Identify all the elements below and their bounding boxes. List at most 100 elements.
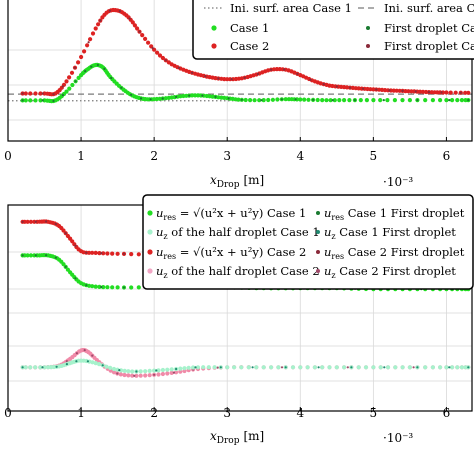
data-point xyxy=(254,365,259,370)
data-point xyxy=(246,365,251,370)
data-point xyxy=(448,90,453,95)
first-droplet-point xyxy=(270,68,273,71)
data-point xyxy=(320,98,325,103)
x-tick-label: 5 xyxy=(370,149,378,163)
legend-label: ures Case 2 First droplet xyxy=(324,245,465,261)
data-point xyxy=(110,285,115,290)
data-point xyxy=(358,98,363,103)
data-point xyxy=(67,86,72,91)
data-point xyxy=(455,365,460,370)
data-point xyxy=(266,97,271,103)
legend-entry: First droplet Case 1 xyxy=(366,21,474,35)
legend-entry: Case 1 xyxy=(211,21,269,35)
data-point xyxy=(101,285,106,290)
data-point xyxy=(33,91,38,96)
data-point xyxy=(385,98,390,103)
top-chart: 0 1 2 3 4 5 6 xDrop [m] ·10⁻³ Ini. surf. area C… xyxy=(4,0,474,190)
data-point xyxy=(38,98,43,103)
legend-marker-swatch xyxy=(147,210,153,216)
first-droplet-point xyxy=(85,284,88,287)
data-point xyxy=(371,365,376,370)
data-point xyxy=(93,361,98,366)
data-point xyxy=(111,370,117,375)
top-reference-lines xyxy=(8,93,472,102)
data-point xyxy=(138,369,143,374)
first-droplet-point xyxy=(416,366,419,369)
data-point xyxy=(28,365,33,370)
first-droplet-point xyxy=(280,98,283,101)
data-point xyxy=(378,365,383,370)
x-tick-label: 4 xyxy=(296,406,304,420)
first-droplet-point xyxy=(201,94,204,97)
data-point xyxy=(290,365,296,370)
data-point xyxy=(135,26,140,31)
data-point xyxy=(126,369,131,374)
first-droplet-point xyxy=(128,17,131,20)
first-droplet-point xyxy=(362,87,365,90)
first-droplet-point xyxy=(83,349,86,352)
legend-entry: uz Case 2 First droplet xyxy=(316,264,456,280)
first-droplet-point xyxy=(216,366,219,369)
first-droplet-point xyxy=(64,265,67,268)
first-droplet-point xyxy=(153,373,156,376)
data-point xyxy=(275,97,280,102)
data-point xyxy=(356,365,361,370)
data-point xyxy=(132,23,137,28)
data-point xyxy=(156,368,161,373)
first-droplet-point xyxy=(84,70,87,73)
data-point xyxy=(174,370,179,375)
data-point xyxy=(108,365,113,370)
data-point xyxy=(407,365,412,370)
first-droplet-point xyxy=(353,99,356,102)
data-point xyxy=(64,79,69,84)
x-tick-label: 1 xyxy=(77,406,85,420)
first-droplet-point xyxy=(467,99,470,102)
first-droplet-point xyxy=(309,78,312,81)
data-point xyxy=(28,253,33,258)
data-point xyxy=(248,98,253,103)
legend-label: uz of the half droplet Case 2 xyxy=(156,264,320,280)
first-droplet-point xyxy=(401,89,404,92)
data-point xyxy=(444,98,449,103)
data-point xyxy=(85,43,90,48)
data-point xyxy=(450,98,455,103)
first-droplet-point xyxy=(177,66,181,69)
legend-label: Case 1 xyxy=(230,21,269,35)
data-point xyxy=(105,251,110,256)
data-point xyxy=(243,97,248,103)
data-point xyxy=(334,365,339,370)
first-droplet-point xyxy=(86,360,89,363)
data-point xyxy=(25,219,30,224)
first-droplet-point xyxy=(256,72,259,76)
data-point xyxy=(79,54,84,60)
first-droplet-point xyxy=(21,366,24,369)
legend-entry: ures Case 1 First droplet xyxy=(316,206,465,222)
x-tick-label: 2 xyxy=(150,406,158,420)
data-point xyxy=(406,89,411,94)
first-droplet-point xyxy=(139,97,143,100)
data-point xyxy=(23,365,28,370)
legend-marker-swatch xyxy=(147,249,153,255)
first-droplet-point xyxy=(34,254,37,257)
first-droplet-point xyxy=(219,366,222,369)
data-point xyxy=(115,285,120,290)
data-point xyxy=(306,97,311,102)
data-point xyxy=(87,283,92,288)
data-point xyxy=(371,98,376,103)
data-point xyxy=(22,219,27,224)
data-point xyxy=(118,372,123,377)
data-point xyxy=(455,98,460,103)
data-point xyxy=(363,365,369,370)
first-droplet-point xyxy=(414,90,417,93)
data-point xyxy=(136,285,141,290)
data-point xyxy=(407,98,412,103)
first-droplet-point xyxy=(133,374,136,377)
first-droplet-point xyxy=(52,99,55,103)
data-point xyxy=(70,82,75,88)
first-droplet-point xyxy=(122,286,126,289)
first-droplet-point xyxy=(118,10,121,13)
data-point xyxy=(122,368,127,373)
data-point xyxy=(438,98,443,103)
data-point xyxy=(320,365,325,370)
data-point xyxy=(67,75,72,80)
